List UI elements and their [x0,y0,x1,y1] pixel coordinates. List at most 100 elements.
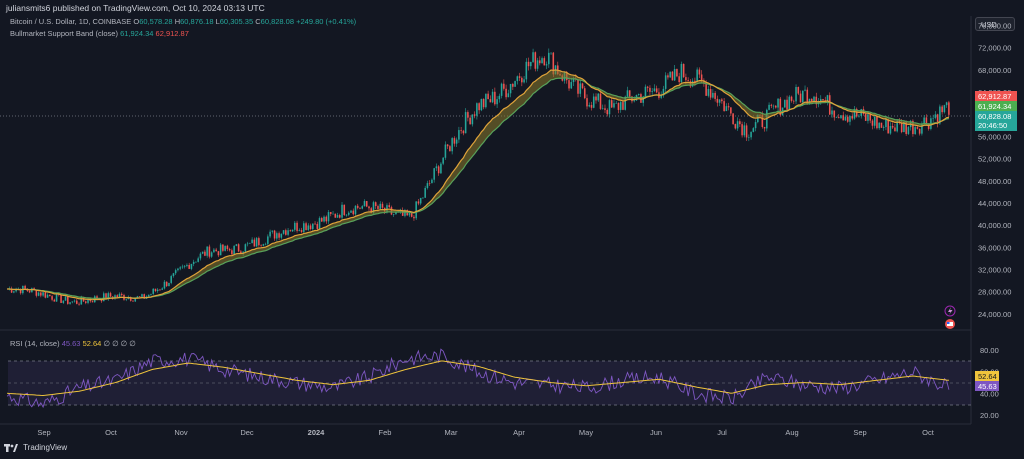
time-tick-label: 2024 [308,428,326,437]
candle-body [761,114,764,127]
candle-body [900,122,903,133]
price-tick-label: 36,000.00 [978,243,1011,252]
candle-body [709,89,712,98]
candle-body [62,300,65,303]
candle-body [671,71,674,81]
candle-body [109,293,112,297]
high-label: H [174,17,181,26]
candle-body [15,289,17,292]
candle-body [435,166,438,169]
symbol-legend[interactable]: Bitcoin / U.S. Dollar, 1D, COINBASE O60,… [10,17,356,26]
candle-body [925,117,928,125]
candle-body [251,239,253,244]
candle-body [507,93,510,98]
rsi-legend-placeholders: ∅ ∅ ∅ ∅ [103,339,136,348]
price-axis[interactable]: 76,000.0072,000.0068,000.0064,000.0060,0… [978,22,1011,319]
last-price-label: 60,828.08 [978,112,1011,121]
candle-body [579,83,582,94]
candle-body [500,83,503,96]
candle-body [597,93,600,101]
indicator-value-1: 61,924.34 [120,29,154,38]
candle-body [291,229,294,232]
rsi-legend[interactable]: RSI (14, close) 45.63 52.64 ∅ ∅ ∅ ∅ [10,339,136,348]
candle-body [386,205,388,212]
footer[interactable]: TradingView [4,443,67,453]
candle-body [941,106,943,113]
candle-body [267,236,269,244]
candle-body [165,281,168,287]
candle-body [64,296,67,301]
candle-body [487,93,489,100]
candle-body [365,201,368,207]
candle-body [592,96,595,108]
candle-body [235,244,238,246]
time-tick-label: Mar [445,428,458,437]
candle-body [718,99,721,103]
candle-body [114,295,116,299]
candle-body [19,289,22,294]
candle-body [179,267,181,269]
candle-body [577,79,579,94]
candle-body [359,207,361,209]
candle-body [750,131,752,138]
candle-body [797,87,800,94]
candle-body [343,204,346,216]
candle-body [13,291,15,293]
candle-body [314,223,316,225]
candle-body [213,249,215,253]
candle-body [725,106,728,112]
candle-body [226,245,229,250]
candle-body [199,253,202,259]
rsi-legend-value-1: 45.63 [61,339,81,348]
candle-body [206,246,208,256]
currency-button[interactable]: USD [975,17,1015,31]
price-tick-label: 52,000.00 [978,155,1011,164]
candle-body [813,96,815,102]
candle-body [604,108,606,110]
candle-body [28,290,31,293]
candle-body [120,293,123,295]
candle-body [864,114,867,121]
candle-body [934,114,937,118]
close-value: 60,828.08 [260,17,295,26]
candle-body [617,103,620,110]
candle-body [613,103,615,108]
candle-body [833,110,836,118]
indicator-legend[interactable]: Bullmarket Support Band (close) 61,924.3… [10,29,189,38]
candle-body [303,223,305,232]
candle-body [168,282,170,287]
time-axis[interactable]: Sep Oct Nov Dec 2024 Feb Mar Apr May Jun Jul Aug Sep… [37,428,934,437]
support-band-slow-line [7,77,949,300]
candle-body [828,95,831,115]
lightning-icon[interactable] [944,305,956,317]
candle-body [873,116,876,126]
candle-body [698,69,701,75]
indicator-name: Bullmarket Support Band (close) [10,29,118,38]
time-tick-label: Feb [379,428,392,437]
candle-body [628,90,631,97]
time-tick-label: Sep [37,428,50,437]
candle-body [601,108,604,109]
candle-body [606,109,609,115]
candle-body [516,76,519,82]
candle-body [55,294,58,302]
candle-body [714,92,716,99]
candle-body [219,244,222,256]
candle-body [768,104,770,110]
candle-body [278,233,280,238]
price-tick-label: 24,000.00 [978,310,1011,319]
candle-body [678,76,680,83]
candle-body [914,127,916,135]
candle-body [125,299,128,300]
candle-body [449,146,451,152]
candle-body [907,127,910,134]
flag-icon[interactable] [945,319,955,329]
candle-body [352,210,355,215]
candle-body [374,202,377,207]
candle-body [437,166,440,174]
candle-body [233,245,235,255]
candle-body [143,294,146,299]
candle-body [770,104,773,106]
candle-body [440,163,442,174]
